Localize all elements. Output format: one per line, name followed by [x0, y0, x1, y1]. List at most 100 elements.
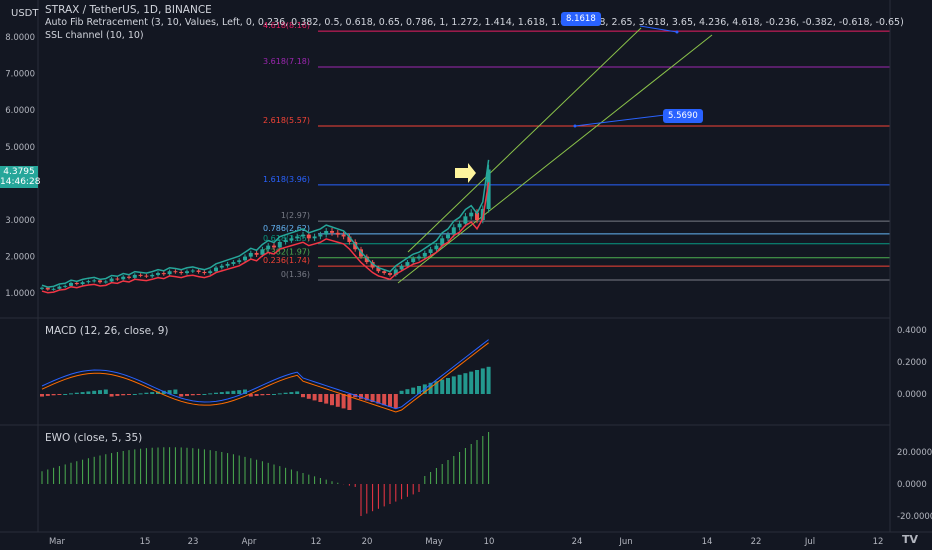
- ssl-channel: [41, 159, 490, 294]
- fib-label: 1(2.97): [281, 211, 310, 220]
- arrow-marker: [455, 163, 476, 183]
- candle-body: [92, 280, 97, 282]
- candle-body: [341, 234, 346, 237]
- trend-channel[interactable]: [397, 25, 713, 284]
- candle-body: [80, 282, 85, 285]
- candle-body: [167, 271, 172, 275]
- candle-body: [347, 236, 352, 242]
- candle-body: [306, 234, 311, 239]
- macd-bar: [248, 394, 253, 397]
- macd-bar: [74, 392, 79, 394]
- candle-body: [446, 234, 450, 239]
- fib-indicator-title[interactable]: Auto Fib Retracement (3, 10, Values, Lef…: [45, 17, 904, 28]
- candle-body: [330, 230, 334, 233]
- time-axis-label: 23: [188, 537, 199, 547]
- macd-bar: [399, 390, 404, 394]
- fib-label: 0(1.36): [281, 270, 310, 279]
- callout-leader: [574, 114, 666, 127]
- macd-bar: [324, 394, 329, 404]
- time-axis-label: Mar: [49, 537, 66, 547]
- candle-body: [434, 245, 439, 250]
- candle-body: [388, 273, 392, 275]
- candle-body: [335, 232, 340, 235]
- macd-bar: [109, 394, 114, 397]
- macd-bar: [121, 394, 126, 396]
- macd-bar: [179, 394, 184, 397]
- candle-body: [370, 262, 375, 268]
- candle-body: [475, 212, 479, 220]
- macd-bar: [393, 394, 398, 409]
- fib-label: 0.382(1.97): [263, 248, 310, 257]
- candle-body: [132, 274, 137, 278]
- macd-bar: [98, 390, 102, 394]
- candle-body: [254, 252, 259, 255]
- macd-bar: [214, 392, 218, 394]
- anchor-point: [675, 30, 679, 34]
- macd-bar: [318, 394, 323, 402]
- candle-body: [364, 256, 369, 263]
- candle-body: [266, 245, 271, 250]
- fib-label: 0.618(2.35): [263, 234, 310, 243]
- macd-bar: [237, 390, 242, 394]
- candle-body: [440, 238, 445, 246]
- macd-bar: [330, 394, 334, 406]
- ewo-pane: 20.0000 0.0000 -20.0000: [41, 432, 932, 522]
- candle-body: [63, 285, 68, 287]
- tradingview-logo[interactable]: TV: [901, 533, 918, 546]
- candle-body: [428, 249, 433, 253]
- candle-body: [277, 241, 282, 248]
- bar-countdown: 14:46:28: [0, 177, 41, 187]
- candle-body: [121, 276, 126, 280]
- candle-body: [103, 281, 108, 283]
- candle-body: [486, 169, 491, 210]
- candle-body: [150, 274, 155, 277]
- current-price-tag: 4.3795 14:46:28: [0, 166, 41, 188]
- fib-label: 1.618(3.96): [263, 175, 310, 184]
- price-callout-upper[interactable]: 8.1618: [561, 12, 601, 26]
- macd-bar: [480, 368, 485, 394]
- symbol-title[interactable]: STRAX / TetherUS, 1D, BINANCE: [45, 4, 212, 16]
- candle-body: [405, 262, 410, 266]
- candle-body: [138, 274, 143, 276]
- time-axis-label: Jul: [804, 537, 815, 547]
- ssl-indicator-title[interactable]: SSL channel (10, 10): [45, 30, 144, 41]
- candle-body: [231, 262, 236, 264]
- price-callout-lower[interactable]: 5.5690: [663, 109, 703, 123]
- macd-bar: [132, 394, 137, 395]
- macd-bar: [370, 394, 375, 402]
- macd-bar: [306, 394, 311, 399]
- candle-body: [248, 252, 253, 257]
- macd-bar: [190, 394, 195, 396]
- macd-bar: [243, 389, 247, 394]
- time-axis-label: 15: [140, 537, 151, 547]
- anchor-point: [573, 124, 577, 128]
- candle-body: [451, 227, 456, 235]
- macd-bar: [289, 392, 294, 394]
- candle-body: [57, 286, 62, 289]
- channel-lower-line: [397, 34, 713, 284]
- ewo-axis-label: 20.0000: [897, 448, 932, 458]
- macd-bar: [103, 389, 108, 394]
- macd-bar: [63, 394, 68, 395]
- macd-bar: [364, 394, 369, 401]
- candle-body: [40, 287, 44, 289]
- price-axis-label: 7.0000: [5, 70, 35, 80]
- macd-title[interactable]: MACD (12, 26, close, 9): [45, 325, 169, 337]
- macd-bar: [225, 391, 230, 394]
- ewo-title[interactable]: EWO (close, 5, 35): [45, 432, 143, 444]
- macd-bar: [92, 390, 97, 394]
- macd-axis-label: 0.2000: [897, 358, 927, 368]
- macd-bar: [219, 392, 224, 394]
- macd-bar: [185, 394, 189, 396]
- candle-body: [86, 281, 91, 283]
- price-axis-label: 2.0000: [5, 253, 35, 263]
- macd-bar: [301, 394, 305, 398]
- fib-label: 4.618(8.16): [263, 21, 310, 30]
- macd-bar: [69, 393, 73, 395]
- macd-bar: [40, 394, 44, 397]
- macd-bar: [405, 389, 410, 394]
- macd-bar: [161, 390, 166, 394]
- ewo-axis-label: 0.0000: [897, 480, 927, 490]
- candle-body: [190, 270, 195, 272]
